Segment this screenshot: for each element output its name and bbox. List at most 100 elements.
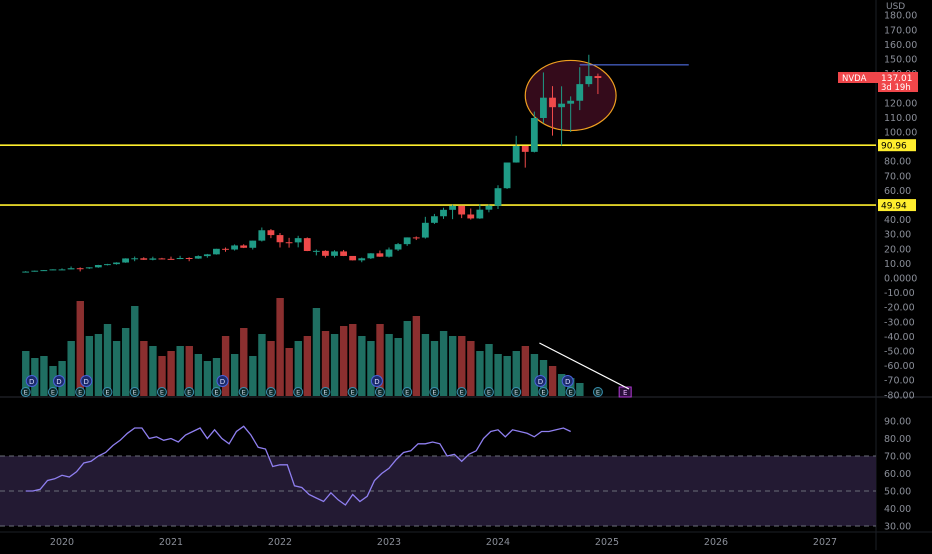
year-label: 2020 <box>50 537 74 548</box>
time-axis[interactable]: 2020 2021 2022 2023 2024 2025 2026 2027 <box>0 531 932 548</box>
dividend-marker-label: D <box>84 378 89 386</box>
candle-body <box>267 230 275 236</box>
volume-bar <box>22 351 30 396</box>
level-badge <box>878 139 916 152</box>
earnings-marker[interactable] <box>75 387 86 397</box>
price-tick-label: -30.00 <box>884 317 915 328</box>
volume-bar <box>240 328 248 396</box>
event-markers[interactable]: D D D D D D DE E E E E E E E E E E E E E E E E E E E E E E <box>20 375 632 398</box>
candle-body <box>385 249 393 257</box>
year-label: 2022 <box>268 537 292 548</box>
candle-body <box>503 162 511 189</box>
price-tick-label: -40.00 <box>884 332 915 343</box>
earnings-marker[interactable] <box>483 387 494 397</box>
level-badge-label: 49.94 <box>881 202 907 212</box>
volume-bar <box>312 308 321 396</box>
earnings-marker[interactable] <box>320 387 331 397</box>
candle-body <box>394 244 402 250</box>
candle-body <box>494 188 502 206</box>
earnings-marker[interactable] <box>511 387 522 397</box>
candle-body <box>322 250 329 256</box>
earnings-marker[interactable] <box>293 387 304 397</box>
candle-body <box>440 209 447 217</box>
earnings-marker[interactable] <box>156 387 167 397</box>
volume-bar <box>385 334 393 396</box>
rsi-tick-label: 90.00 <box>884 417 911 428</box>
dividend-marker[interactable] <box>216 375 229 387</box>
volume-bar <box>149 346 157 396</box>
volume-bar <box>376 324 384 396</box>
dividend-marker[interactable] <box>80 375 93 387</box>
earnings-marker[interactable] <box>429 387 440 397</box>
earnings-marker[interactable] <box>347 387 358 397</box>
price-tick-label: -20.00 <box>884 303 915 314</box>
level-badge-label: 90.96 <box>881 142 907 152</box>
earnings-marker-label: E <box>378 389 382 397</box>
price-tick-label: 0.0000 <box>884 274 917 285</box>
dividend-marker[interactable] <box>370 375 383 387</box>
volume-bar <box>349 324 357 396</box>
rsi-tick-label: 50.00 <box>884 487 911 498</box>
candle-body <box>249 240 257 248</box>
candle-body <box>521 146 529 152</box>
candle-body <box>549 97 556 108</box>
candle-body <box>158 258 166 260</box>
candle-body <box>585 76 593 85</box>
volume-bar <box>221 336 230 396</box>
earnings-marker[interactable] <box>20 387 31 397</box>
volume-bar <box>439 331 448 396</box>
earnings-marker[interactable] <box>184 387 195 397</box>
earnings-marker[interactable] <box>456 387 467 397</box>
dividend-marker[interactable] <box>25 375 38 387</box>
candle-body <box>76 268 84 270</box>
rsi-tick-label: 40.00 <box>884 504 911 515</box>
earnings-marker[interactable] <box>265 387 276 397</box>
volume-bar <box>412 316 421 396</box>
dividend-marker-label: D <box>538 378 543 386</box>
candle-body <box>294 238 302 243</box>
candle-body <box>421 222 429 238</box>
volume-bar <box>194 354 203 396</box>
volume-bar <box>167 351 175 396</box>
earnings-marker[interactable] <box>402 387 413 397</box>
annotations[interactable] <box>524 59 689 390</box>
candle-body <box>22 271 30 273</box>
volume-trendline[interactable] <box>539 342 630 390</box>
year-label: 2021 <box>159 537 183 548</box>
earnings-marker[interactable] <box>374 387 385 397</box>
candles <box>22 54 602 273</box>
horizontal-levels[interactable] <box>0 144 876 206</box>
volume-bar <box>530 354 539 396</box>
earnings-marker[interactable] <box>238 387 249 397</box>
earnings-marker[interactable] <box>565 387 576 397</box>
earnings-marker-label: E <box>269 389 273 397</box>
candle-body <box>176 257 184 260</box>
earnings-marker[interactable] <box>102 387 113 397</box>
earnings-marker[interactable] <box>592 387 603 397</box>
volume-bar <box>521 346 530 396</box>
price-tick-label: -50.00 <box>884 347 915 358</box>
volume-bar <box>158 356 166 396</box>
volume-bar <box>294 341 302 396</box>
year-label: 2027 <box>813 537 837 548</box>
dividend-marker-label: D <box>565 378 570 386</box>
dividend-marker[interactable] <box>561 375 574 387</box>
earnings-marker-label: E <box>596 389 600 397</box>
earnings-marker[interactable] <box>129 387 140 397</box>
earnings-marker[interactable] <box>211 387 222 397</box>
candle-body <box>285 242 293 244</box>
volume-bar <box>567 378 575 396</box>
volume-bars <box>22 298 584 396</box>
earnings-marker-label: E <box>78 389 82 397</box>
earnings-marker[interactable] <box>47 387 58 397</box>
earnings-marker[interactable] <box>538 387 549 397</box>
volume-bar <box>76 301 84 396</box>
currency-label[interactable]: USD <box>886 2 905 12</box>
rsi-tick-label: 70.00 <box>884 452 911 463</box>
dividend-marker[interactable] <box>534 375 547 387</box>
dividend-marker[interactable] <box>53 375 65 387</box>
candle-body <box>194 256 202 259</box>
volume-bar <box>421 334 430 396</box>
